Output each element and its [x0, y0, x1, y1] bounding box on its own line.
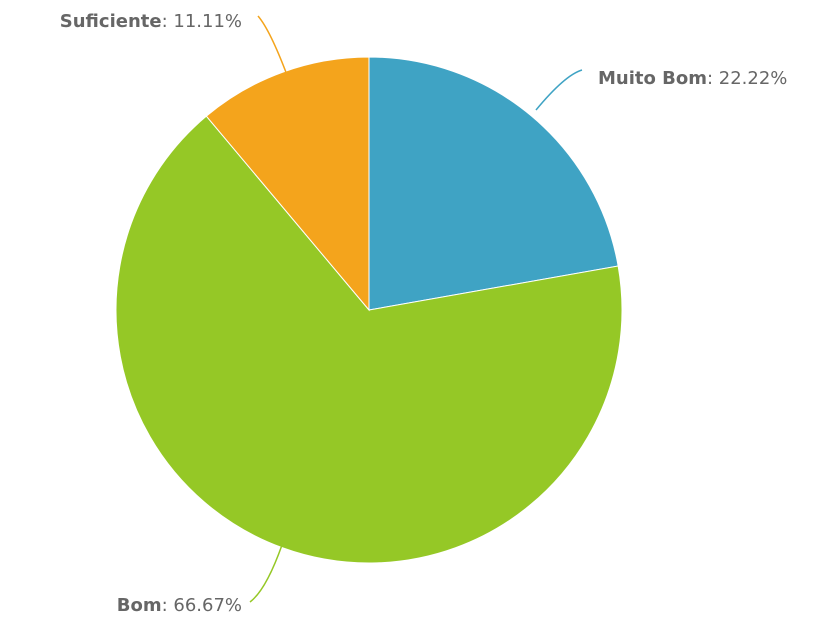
data-label-value: : 11.11% [162, 11, 242, 32]
connector-line [535, 69, 583, 111]
data-label: Muito Bom: 22.22% [598, 68, 787, 89]
data-label-value: : 66.67% [162, 595, 242, 616]
connector-line [257, 15, 288, 76]
data-label-value: : 22.22% [707, 68, 787, 89]
data-label-name: Suficiente [60, 11, 162, 32]
pie-slice-muito-bom[interactable] [368, 56, 619, 311]
connector-line [249, 544, 283, 603]
data-label: Suficiente: 11.11% [60, 11, 242, 32]
data-label-name: Bom [117, 595, 162, 616]
pie-slice-bom[interactable] [115, 115, 623, 564]
pie-slice-suficiente[interactable] [205, 56, 370, 312]
data-label: Bom: 66.67% [117, 595, 242, 616]
data-label-name: Muito Bom [598, 68, 707, 89]
